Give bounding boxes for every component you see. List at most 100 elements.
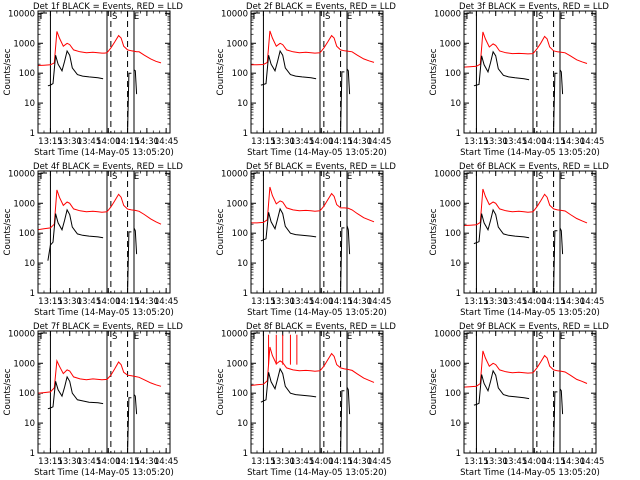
x-tick-label: 14:00 xyxy=(522,457,547,467)
y-tick-label: 1000 xyxy=(439,359,461,369)
x-tick-label: 14:15 xyxy=(541,297,566,307)
y-axis-label: Counts/sec xyxy=(216,208,226,255)
series-events-line xyxy=(473,369,530,406)
y-tick-label: 1 xyxy=(30,129,35,139)
series-events-segment xyxy=(553,72,558,131)
y-axis-label: Counts/sec xyxy=(3,208,13,255)
x-axis-label: Start Time (14-May-05 13:05:20) xyxy=(247,468,387,478)
region-label-end: E xyxy=(560,172,565,182)
x-tick-label: 14:30 xyxy=(561,297,586,307)
y-tick-label: 1000 xyxy=(226,359,248,369)
y-tick-label: 1 xyxy=(456,449,461,459)
region-label-start: S xyxy=(325,332,330,342)
y-tick-label: 1000 xyxy=(13,39,35,49)
x-tick-label: 13:45 xyxy=(503,457,528,467)
x-tick-label: 14:00 xyxy=(309,297,334,307)
x-tick-label: 13:15 xyxy=(251,457,276,467)
axes-box xyxy=(37,170,171,294)
y-tick-label: 10000 xyxy=(8,9,35,19)
region-label-start: S xyxy=(112,332,117,342)
region-label-end: E xyxy=(347,12,352,22)
y-tick-label: 100 xyxy=(232,229,248,239)
x-tick-label: 14:30 xyxy=(135,137,160,147)
x-tick-label: 13:45 xyxy=(290,297,315,307)
x-tick-label: 13:30 xyxy=(57,457,82,467)
panel-det-4: Det 4f BLACK = Events, RED = LLD Counts/s… xyxy=(3,162,183,318)
bracket-mark xyxy=(40,172,47,179)
y-axis-label: Counts/sec xyxy=(3,48,13,95)
axes-box xyxy=(463,330,597,454)
region-label-end: E xyxy=(134,12,139,22)
chart-title: Det 1f BLACK = Events, RED = LLD xyxy=(33,2,183,12)
panel-det-8: Det 8f BLACK = Events, RED = LLD Counts/s… xyxy=(216,322,396,478)
y-tick-label: 1 xyxy=(243,129,248,139)
bracket-mark xyxy=(40,12,47,19)
series-lld-line xyxy=(250,30,375,66)
region-label-start: S xyxy=(325,12,330,22)
x-tick-label: 14:45 xyxy=(367,297,392,307)
series-events-segment xyxy=(553,230,558,291)
axes-box xyxy=(250,330,384,454)
series-events-segment xyxy=(340,71,345,131)
series-events-segment xyxy=(133,69,138,95)
x-tick-label: 13:45 xyxy=(77,137,102,147)
y-tick-label: 10000 xyxy=(8,169,35,179)
x-axis-label: Start Time (14-May-05 13:05:20) xyxy=(34,308,174,318)
x-tick-label: 14:15 xyxy=(328,137,353,147)
y-tick-label: 100 xyxy=(445,69,461,79)
x-tick-label: 13:45 xyxy=(290,457,315,467)
x-tick-label: 14:45 xyxy=(580,457,605,467)
region-label-start: S xyxy=(325,172,330,182)
x-axis-label: Start Time (14-May-05 13:05:20) xyxy=(34,468,174,478)
x-axis-label: Start Time (14-May-05 13:05:20) xyxy=(460,468,600,478)
x-tick-label: 14:00 xyxy=(96,137,121,147)
chart-title: Det 6f BLACK = Events, RED = LLD xyxy=(459,162,609,172)
y-tick-label: 1 xyxy=(456,289,461,299)
series-events-segment xyxy=(346,386,351,415)
y-tick-label: 100 xyxy=(232,389,248,399)
x-tick-label: 14:15 xyxy=(328,457,353,467)
series-events-line xyxy=(473,50,530,87)
chart-title: Det 4f BLACK = Events, RED = LLD xyxy=(33,162,183,172)
y-tick-label: 1000 xyxy=(439,199,461,209)
x-tick-label: 14:30 xyxy=(135,297,160,307)
y-tick-label: 10 xyxy=(24,259,35,269)
x-tick-label: 14:15 xyxy=(541,137,566,147)
y-tick-label: 1 xyxy=(243,449,248,459)
region-label-start: S xyxy=(538,332,543,342)
y-tick-label: 1000 xyxy=(226,39,248,49)
bracket-mark xyxy=(466,12,473,19)
series-events-segment xyxy=(127,397,132,451)
chart-title: Det 3f BLACK = Events, RED = LLD xyxy=(459,2,609,12)
y-tick-label: 1000 xyxy=(439,39,461,49)
x-tick-label: 13:15 xyxy=(464,297,489,307)
y-axis-label: Counts/sec xyxy=(429,208,439,255)
series-events-line xyxy=(47,375,104,410)
region-label-start: S xyxy=(112,172,117,182)
x-axis-label: Start Time (14-May-05 13:05:20) xyxy=(34,148,174,158)
x-tick-label: 14:45 xyxy=(580,297,605,307)
chart-title: Det 2f BLACK = Events, RED = LLD xyxy=(246,2,396,12)
y-tick-label: 10000 xyxy=(221,329,248,339)
y-axis-label: Counts/sec xyxy=(216,48,226,95)
x-tick-label: 14:15 xyxy=(115,137,140,147)
x-tick-label: 14:15 xyxy=(328,297,353,307)
axes-box xyxy=(463,170,597,294)
x-tick-label: 13:30 xyxy=(270,297,295,307)
bracket-mark xyxy=(466,172,473,179)
x-tick-label: 14:45 xyxy=(367,137,392,147)
x-tick-label: 14:00 xyxy=(96,457,121,467)
chart-title: Det 9f BLACK = Events, RED = LLD xyxy=(459,322,609,332)
region-label-start: S xyxy=(538,12,543,22)
region-label-end: E xyxy=(560,12,565,22)
series-events-line xyxy=(260,367,317,403)
region-label-end: E xyxy=(347,172,352,182)
x-tick-label: 14:00 xyxy=(522,137,547,147)
series-events-segment xyxy=(559,227,564,255)
x-tick-label: 14:30 xyxy=(561,457,586,467)
x-tick-label: 13:30 xyxy=(483,457,508,467)
axes-box xyxy=(250,10,384,134)
y-tick-label: 100 xyxy=(232,69,248,79)
panel-det-5: Det 5f BLACK = Events, RED = LLD Counts/s… xyxy=(216,162,396,318)
